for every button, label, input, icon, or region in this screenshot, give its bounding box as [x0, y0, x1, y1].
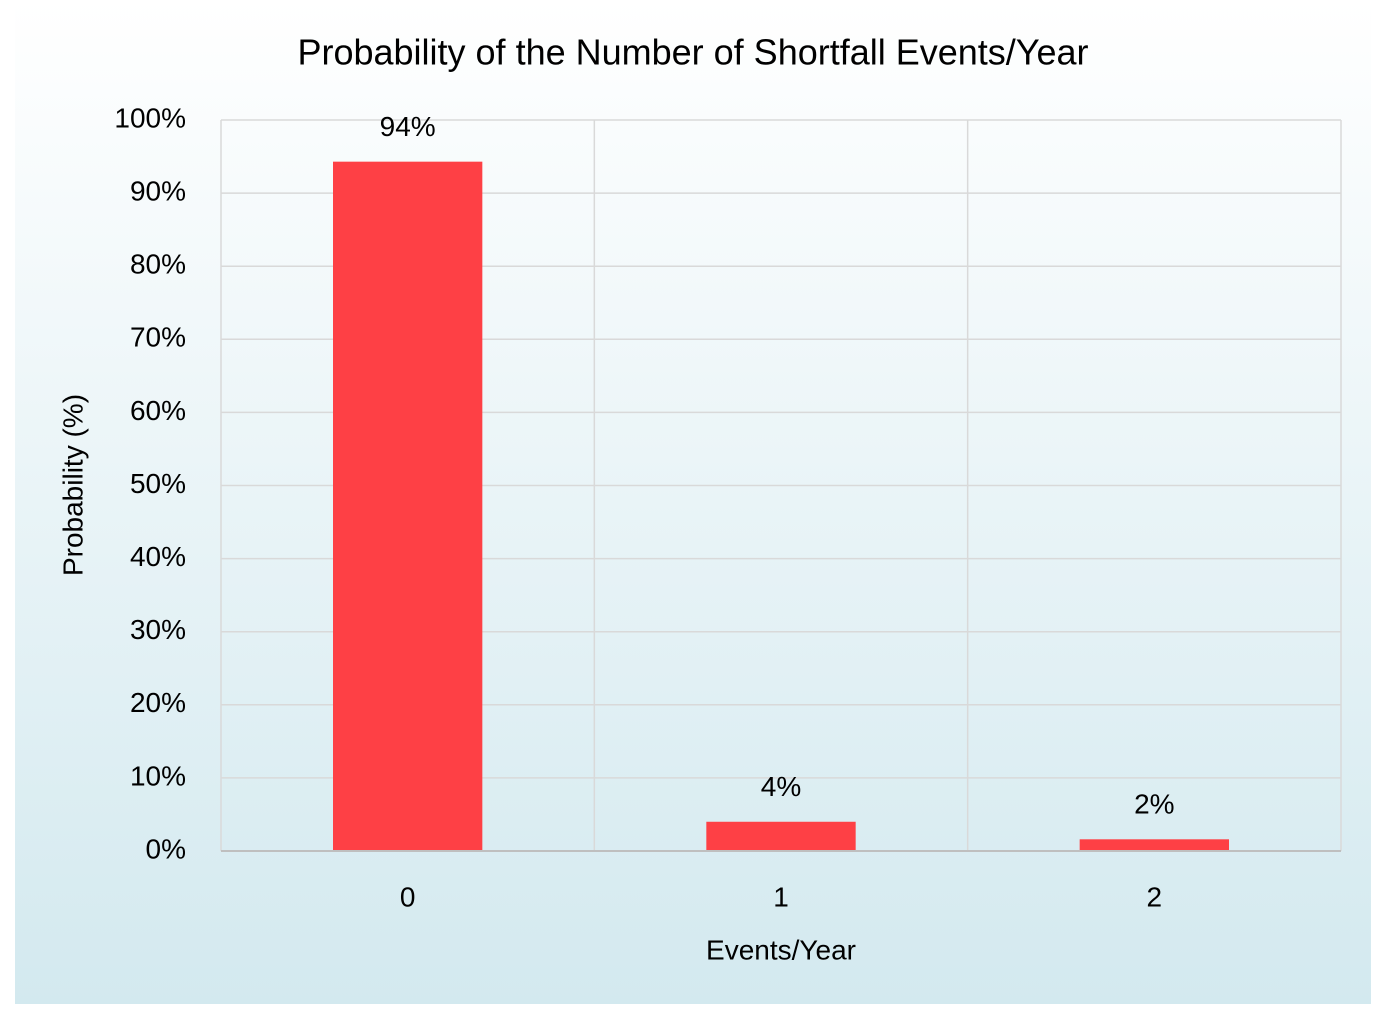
x-tick-label: 2 — [1147, 881, 1163, 912]
y-tick-label: 0% — [146, 833, 186, 864]
bar — [1079, 839, 1229, 851]
bar — [333, 161, 483, 852]
y-tick-label: 70% — [130, 322, 186, 353]
data-label: 4% — [761, 771, 801, 802]
y-tick-label: 10% — [130, 760, 186, 791]
chart-title: Probability of the Number of Shortfall E… — [297, 32, 1088, 73]
y-tick-label: 90% — [130, 175, 186, 206]
bar — [706, 821, 856, 851]
y-tick-label: 100% — [114, 102, 186, 133]
y-tick-label: 60% — [130, 395, 186, 426]
x-axis-label: Events/Year — [706, 934, 856, 965]
y-tick-label: 30% — [130, 614, 186, 645]
data-label: 2% — [1134, 789, 1174, 820]
y-tick-label: 40% — [130, 541, 186, 572]
data-label: 94% — [380, 111, 436, 142]
y-tick-label: 20% — [130, 687, 186, 718]
x-tick-label: 0 — [400, 881, 416, 912]
x-tick-label: 1 — [773, 881, 789, 912]
y-axis-label: Probability (%) — [57, 394, 88, 576]
y-tick-label: 80% — [130, 249, 186, 280]
y-tick-label: 50% — [130, 468, 186, 499]
chart-background — [15, 0, 1371, 1004]
